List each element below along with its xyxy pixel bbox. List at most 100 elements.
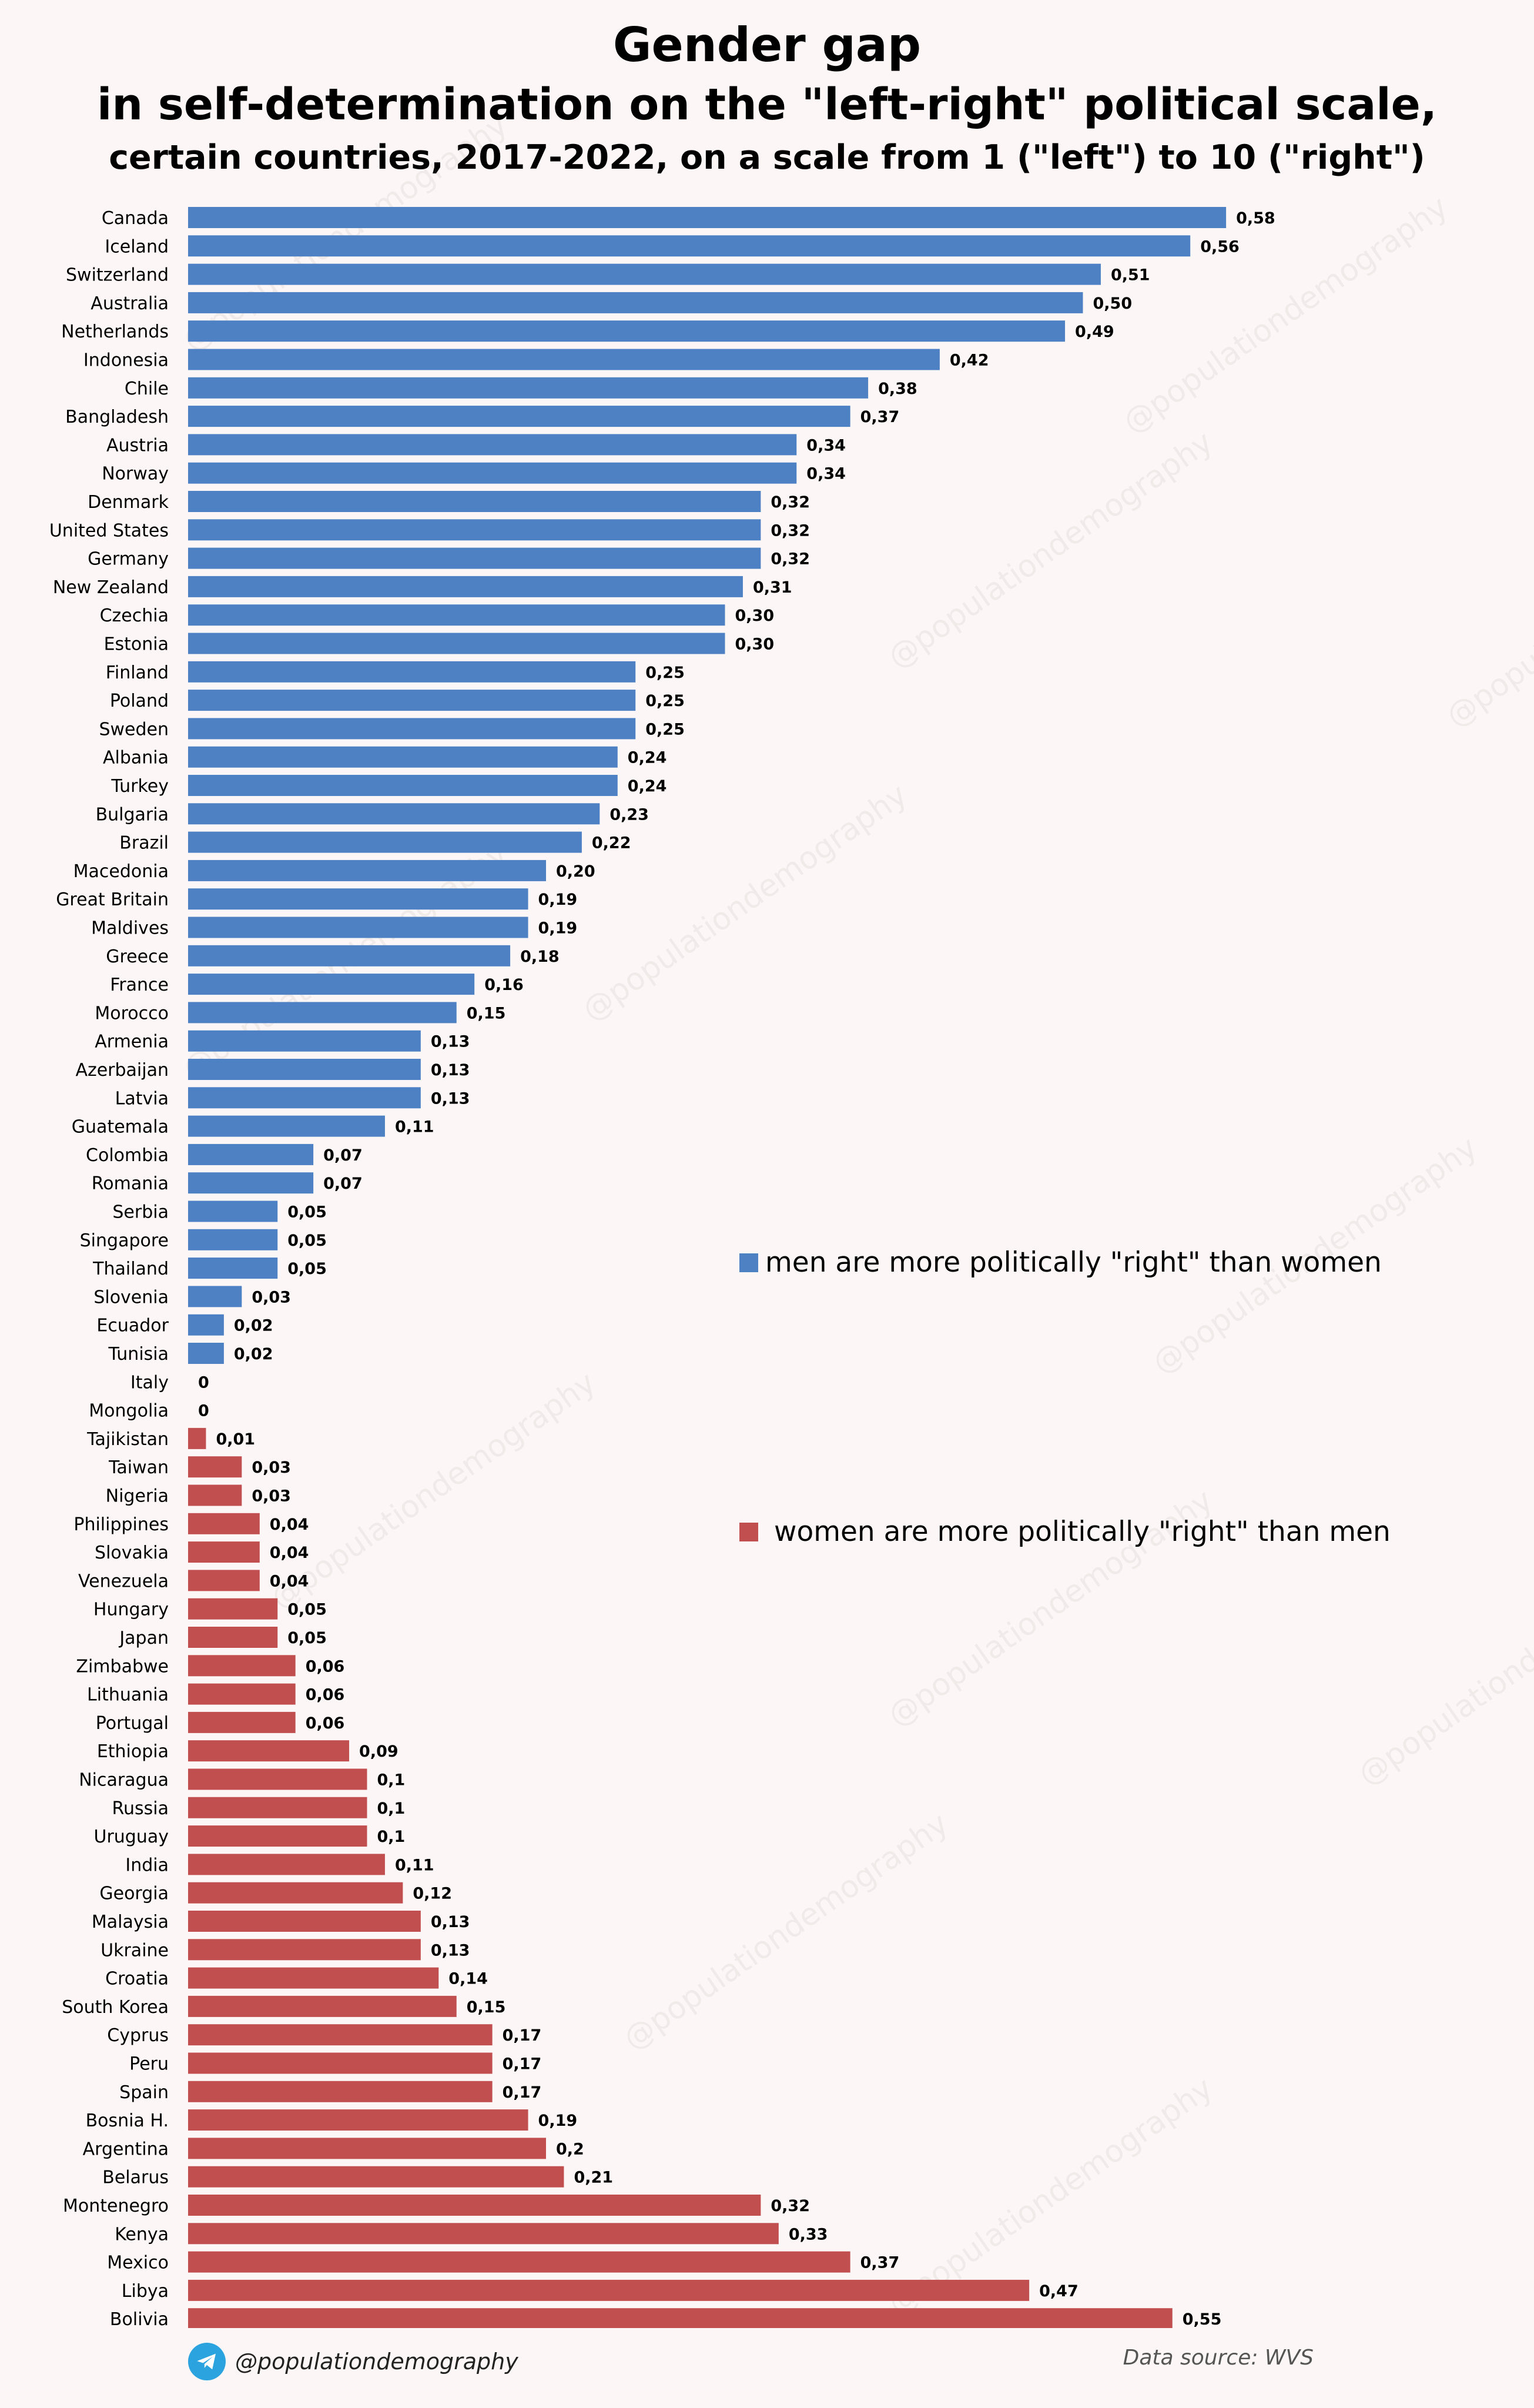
country-label: Japan — [118, 1628, 169, 1648]
value-label: 0,32 — [771, 493, 810, 511]
bar-women-right — [188, 2308, 1173, 2328]
country-label: Bangladesh — [65, 407, 169, 427]
value-label: 0,19 — [538, 891, 578, 909]
value-label: 0,38 — [878, 380, 917, 398]
value-label: 0,25 — [645, 720, 685, 738]
value-label: 0,15 — [467, 1998, 506, 2016]
country-label: Russia — [112, 1798, 169, 1819]
bar-men-right — [188, 320, 1066, 342]
bar-women-right — [188, 1655, 296, 1677]
value-label: 0,05 — [287, 1601, 327, 1619]
country-label: Italy — [130, 1372, 169, 1393]
value-label: 0,05 — [287, 1203, 327, 1222]
bar-men-right — [188, 1172, 314, 1194]
value-label: 0,21 — [574, 2169, 613, 2187]
legend-label-women: women are more politically "right" than … — [774, 1516, 1391, 1548]
bar-men-right — [188, 1200, 278, 1222]
value-label: 0,05 — [287, 1629, 327, 1647]
value-label: 0,24 — [628, 777, 667, 795]
value-label: 0,04 — [270, 1516, 309, 1534]
country-label: Ecuador — [96, 1316, 169, 1336]
value-label: 0,25 — [645, 664, 685, 682]
country-label: Slovakia — [95, 1543, 169, 1563]
bar-women-right — [188, 1939, 421, 1961]
country-label: Kenya — [115, 2224, 169, 2245]
value-label: 0,19 — [538, 919, 578, 938]
data-source: Data source: WVS — [1123, 2346, 1314, 2370]
value-label: 0,32 — [771, 2197, 810, 2215]
bar-men-right — [188, 1143, 314, 1165]
country-label: Georgia — [99, 1884, 169, 1904]
value-label: 0,30 — [735, 636, 775, 654]
bar-women-right — [188, 1427, 206, 1449]
country-label: Netherlands — [61, 322, 169, 342]
country-label: India — [125, 1855, 169, 1875]
bar-men-right — [188, 1286, 242, 1307]
country-label: Czechia — [100, 606, 169, 626]
country-label: Australia — [91, 293, 169, 314]
country-label: United States — [49, 520, 169, 541]
country-label: Sweden — [99, 719, 169, 740]
country-label: Norway — [102, 464, 169, 484]
country-label: Brazil — [119, 833, 169, 854]
value-label: 0,03 — [252, 1459, 291, 1477]
bar-men-right — [188, 519, 761, 541]
value-label: 0,55 — [1183, 2310, 1222, 2328]
country-label: Tajikistan — [86, 1429, 169, 1450]
value-label: 0,47 — [1039, 2282, 1079, 2300]
value-label: 0,04 — [270, 1572, 309, 1590]
country-label: Morocco — [95, 1003, 169, 1024]
footer-handle: @populationdemography — [188, 2341, 518, 2382]
bar-men-right — [188, 462, 797, 484]
bar-men-right — [188, 633, 725, 654]
bar-women-right — [188, 1797, 367, 1818]
bar-men-right — [188, 377, 869, 399]
country-label: Romania — [92, 1173, 169, 1194]
value-label: 0,1 — [377, 1771, 406, 1790]
value-label: 0,32 — [771, 550, 810, 568]
bar-men-right — [188, 888, 528, 910]
bar-women-right — [188, 1740, 350, 1762]
value-label: 0,03 — [252, 1487, 291, 1506]
value-label: 0,30 — [735, 607, 775, 625]
country-label: Libya — [122, 2281, 169, 2302]
value-label: 0,17 — [503, 2083, 542, 2102]
value-label: 0,34 — [806, 436, 846, 454]
country-label: Lithuania — [87, 1685, 169, 1705]
country-label: Singapore — [80, 1230, 169, 1251]
value-label: 0,06 — [306, 1714, 345, 1733]
bar-men-right — [188, 831, 582, 853]
country-label: Austria — [106, 435, 169, 456]
country-label: Philippines — [73, 1514, 169, 1535]
country-label: Tunisia — [108, 1344, 169, 1364]
bar-women-right — [188, 1711, 296, 1733]
value-label: 0,58 — [1236, 209, 1275, 228]
country-label: Peru — [129, 2054, 169, 2075]
bar-men-right — [188, 576, 743, 597]
value-label: 0,02 — [234, 1317, 273, 1335]
bar-women-right — [188, 1825, 367, 1847]
bar-men-right — [188, 945, 511, 966]
bar-men-right — [188, 1030, 421, 1052]
country-label: Thailand — [92, 1259, 169, 1279]
country-label: New Zealand — [53, 577, 169, 598]
value-label: 0,16 — [484, 976, 524, 994]
bar-men-right — [188, 661, 636, 683]
bar-chart: Canada 0,58 Iceland 0,56 Switzerland 0,51 Aust… — [49, 207, 1391, 2328]
bar-men-right — [188, 263, 1101, 285]
bar-women-right — [188, 2223, 779, 2245]
value-label: 0,31 — [753, 578, 792, 597]
country-label: Bosnia H. — [86, 2111, 169, 2131]
chart-subtitle-2: certain countries, 2017-2022, on a scale… — [109, 138, 1425, 177]
bar-women-right — [188, 1570, 260, 1591]
value-label: 0,11 — [395, 1118, 434, 1136]
value-label: 0,06 — [306, 1686, 345, 1704]
bar-men-right — [188, 349, 940, 370]
value-label: 0,50 — [1093, 295, 1133, 313]
country-label: Ethiopia — [97, 1741, 169, 1762]
country-label: Greece — [106, 947, 169, 967]
value-label: 0,13 — [431, 1061, 470, 1079]
bar-women-right — [188, 2251, 850, 2273]
value-label: 0,02 — [234, 1345, 273, 1363]
value-label: 0 — [198, 1373, 209, 1392]
